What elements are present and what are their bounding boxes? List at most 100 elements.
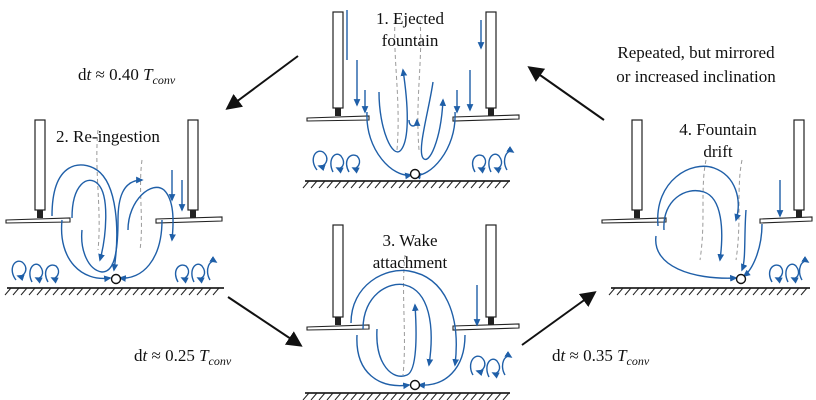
- ground-hatch: [318, 392, 326, 400]
- ground-hatch: [374, 180, 382, 189]
- panel-label-line1: 3. Wake: [383, 231, 438, 250]
- rotor-shaft: [34, 119, 46, 211]
- ground-hatch: [752, 287, 760, 296]
- ground-hatch: [20, 287, 28, 296]
- arrow-3-to-4: [521, 291, 597, 346]
- ground-hatch: [494, 392, 502, 400]
- ground-hatch: [768, 287, 776, 296]
- ground-hatch: [792, 287, 800, 296]
- ground-hatch: [616, 287, 624, 296]
- ground-hatch: [374, 392, 382, 400]
- ground-hatch: [640, 287, 648, 296]
- ground-hatch: [414, 392, 422, 400]
- rotor-shaft: [793, 119, 805, 211]
- ground-hatch: [100, 287, 108, 296]
- note-line2: or increased inclination: [616, 67, 776, 86]
- ground-hatch: [438, 180, 446, 189]
- ground-hatch: [310, 392, 318, 400]
- ground-hatch: [334, 180, 342, 189]
- panel-fountain-drift: 4. Fountain drift: [601, 119, 813, 296]
- rotor-blade: [306, 324, 370, 331]
- ground-hatch: [704, 287, 712, 296]
- ground-hatch: [358, 180, 366, 189]
- ground-hatch: [326, 180, 334, 189]
- ground-hatch: [728, 287, 736, 296]
- ground-hatch: [478, 180, 486, 189]
- ground-hatch: [188, 287, 196, 296]
- ground-hatch: [720, 287, 728, 296]
- panel-wake-attachment: 3. Wake attachment: [302, 224, 520, 400]
- rotor-blade: [452, 323, 520, 331]
- ground-hatch: [342, 392, 350, 400]
- ground-hatch: [438, 392, 446, 400]
- ground-hatch: [656, 287, 664, 296]
- arrow-1-to-2: [225, 55, 299, 110]
- ground-hatch: [608, 287, 616, 296]
- ground-hatch: [366, 392, 374, 400]
- ground-hatch: [116, 287, 124, 296]
- stagnation-point: [409, 379, 421, 391]
- rotor-shaft: [631, 119, 643, 211]
- ground-hatch: [140, 287, 148, 296]
- transition-label-2-3: dt ≈ 0.25 Tconv: [134, 346, 232, 368]
- ground-hatch: [212, 287, 220, 296]
- ground-hatch: [494, 180, 502, 189]
- ground-hatch: [28, 287, 36, 296]
- panel-re-ingestion: 2. Re-ingestion: [4, 119, 224, 296]
- ground-hatch: [672, 287, 680, 296]
- ground-hatch: [84, 287, 92, 296]
- ground-hatch: [430, 392, 438, 400]
- ground-hatch: [478, 392, 486, 400]
- panel-label-line2: fountain: [382, 31, 439, 50]
- panel-label-line1: 2. Re-ingestion: [56, 127, 160, 146]
- ground-hatch: [398, 180, 406, 189]
- ground-hatch: [406, 180, 414, 189]
- ground-hatch: [454, 392, 462, 400]
- rotor-blade: [759, 216, 813, 224]
- rotor-blade: [155, 216, 223, 224]
- ground-hatch: [124, 287, 132, 296]
- ground-hatch: [446, 180, 454, 189]
- panel-label-line2: drift: [703, 142, 733, 161]
- ground-hatch: [366, 180, 374, 189]
- ground-hatch: [108, 287, 116, 296]
- ground-hatch: [736, 287, 744, 296]
- stagnation-point: [110, 273, 122, 285]
- ground-hatch: [382, 392, 390, 400]
- ground-hatch: [648, 287, 656, 296]
- ground-hatch: [204, 287, 212, 296]
- ground-hatch: [398, 392, 406, 400]
- rotor-shaft: [485, 224, 497, 318]
- rotor-shaft: [332, 11, 344, 109]
- ground-plane: [302, 180, 510, 189]
- rotor-blade: [452, 114, 520, 122]
- ground-hatch: [502, 392, 510, 400]
- ground-hatch: [92, 287, 100, 296]
- ground-hatch: [422, 392, 430, 400]
- ground-hatch: [318, 180, 326, 189]
- rotor-blade: [601, 217, 667, 224]
- panel-ejected-fountain: 1. Ejected fountain: [302, 9, 520, 189]
- ground-hatch: [164, 287, 172, 296]
- ground-hatch: [326, 392, 334, 400]
- ground-hatch: [382, 180, 390, 189]
- ground-hatch: [68, 287, 76, 296]
- rotor-blade: [5, 217, 71, 224]
- ground-hatch: [800, 287, 808, 296]
- ground-hatch: [776, 287, 784, 296]
- note-line1: Repeated, but mirrored: [617, 43, 775, 62]
- panel-label-line1: 4. Fountain: [679, 120, 757, 139]
- ground-hatch: [712, 287, 720, 296]
- ground-hatch: [76, 287, 84, 296]
- ground-hatch: [470, 392, 478, 400]
- ground-hatch: [350, 392, 358, 400]
- ground-hatch: [502, 180, 510, 189]
- ground-hatch: [52, 287, 60, 296]
- ground-hatch: [180, 287, 188, 296]
- ground-hatch: [680, 287, 688, 296]
- ground-hatch: [454, 180, 462, 189]
- ground-hatch: [156, 287, 164, 296]
- ground-hatch: [310, 180, 318, 189]
- ground-hatch: [60, 287, 68, 296]
- ground-hatch: [44, 287, 52, 296]
